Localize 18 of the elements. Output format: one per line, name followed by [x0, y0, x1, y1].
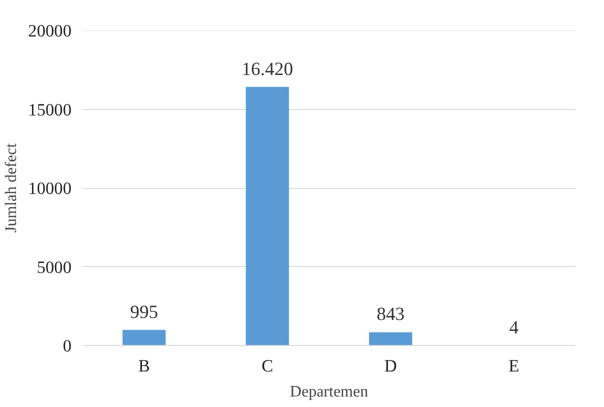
data-label: 843	[376, 304, 405, 326]
y-tick-label: 20000	[28, 22, 72, 41]
x-tick-label: E	[508, 356, 520, 376]
data-label: 16.420	[242, 58, 294, 80]
y-tick-label: 0	[62, 336, 72, 356]
data-label: 4	[509, 317, 520, 338]
y-tick-label: 10000	[28, 179, 72, 198]
x-tick-label: B	[138, 356, 150, 376]
y-tick-label: 15000	[28, 100, 72, 120]
data-label: 995	[130, 302, 158, 323]
x-tick-label: C	[262, 356, 274, 376]
bar	[369, 332, 412, 346]
x-axis-title: Departemen	[290, 384, 368, 400]
y-tick-label: 5000	[36, 258, 72, 277]
bar	[246, 86, 289, 346]
bar	[122, 330, 166, 346]
y-axis-title: Jumlah defect	[3, 142, 20, 233]
x-tick-label: D	[384, 356, 397, 376]
